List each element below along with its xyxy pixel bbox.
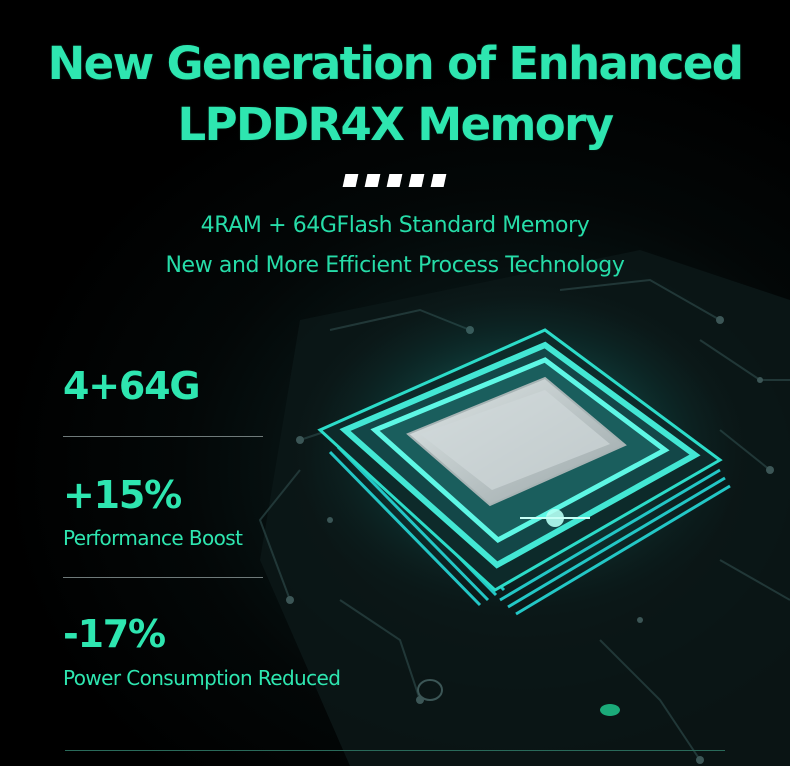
stat-divider [63,436,263,437]
stat-value-power: -17% [63,612,166,656]
stat-label-performance: Performance Boost [63,526,243,550]
green-led [600,704,620,716]
subtitle-line-2: New and More Efficient Process Technolog… [165,253,625,278]
title-line-1: New Generation of Enhanced [47,37,744,90]
dash-mark [386,174,403,187]
subtitle-line-1: 4RAM + 64GFlash Standard Memory [200,213,590,238]
stat-divider [63,577,263,578]
dash-divider [342,174,447,187]
stat-label-power: Power Consumption Reduced [63,666,341,690]
dash-mark [342,174,359,187]
title-line-2: LPDDR4X Memory [177,98,615,151]
stat-value-performance: +15% [63,473,182,517]
stat-value-capacity: 4+64G [63,364,201,408]
dash-mark [408,174,425,187]
dash-mark [430,174,447,187]
dash-mark [364,174,381,187]
bottom-divider [65,750,725,751]
